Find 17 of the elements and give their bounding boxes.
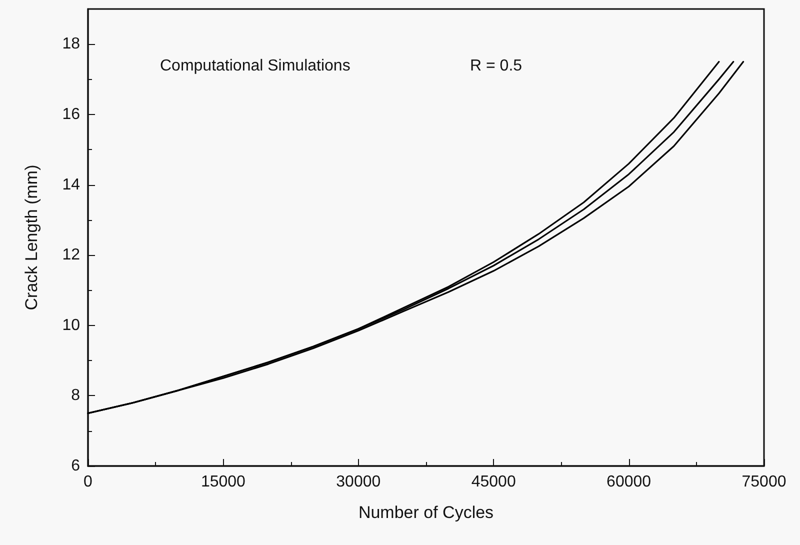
annotation: Computational Simulations (160, 58, 350, 74)
y-tick-label: 8 (71, 387, 80, 404)
y-tick-label: 16 (62, 106, 80, 123)
x-tick-label: 75000 (742, 474, 786, 490)
x-axis-title: Number of Cycles (358, 503, 494, 522)
y-tick-label: 14 (62, 176, 80, 194)
x-tick-label: 60000 (606, 474, 652, 490)
annotation: R = 0.5 (470, 58, 522, 74)
x-tick-label: 0 (84, 474, 93, 490)
y-tick-label: 12 (62, 246, 80, 264)
x-tick-label: 30000 (336, 474, 381, 490)
x-tick-label: 15000 (200, 474, 246, 490)
y-tick-label: 10 (62, 316, 80, 334)
x-tick-label: 45000 (471, 474, 516, 490)
y-axis-title: Crack Length (mm) (22, 164, 41, 310)
y-tick-label: 18 (62, 36, 80, 53)
y-tick-label: 6 (71, 458, 80, 474)
